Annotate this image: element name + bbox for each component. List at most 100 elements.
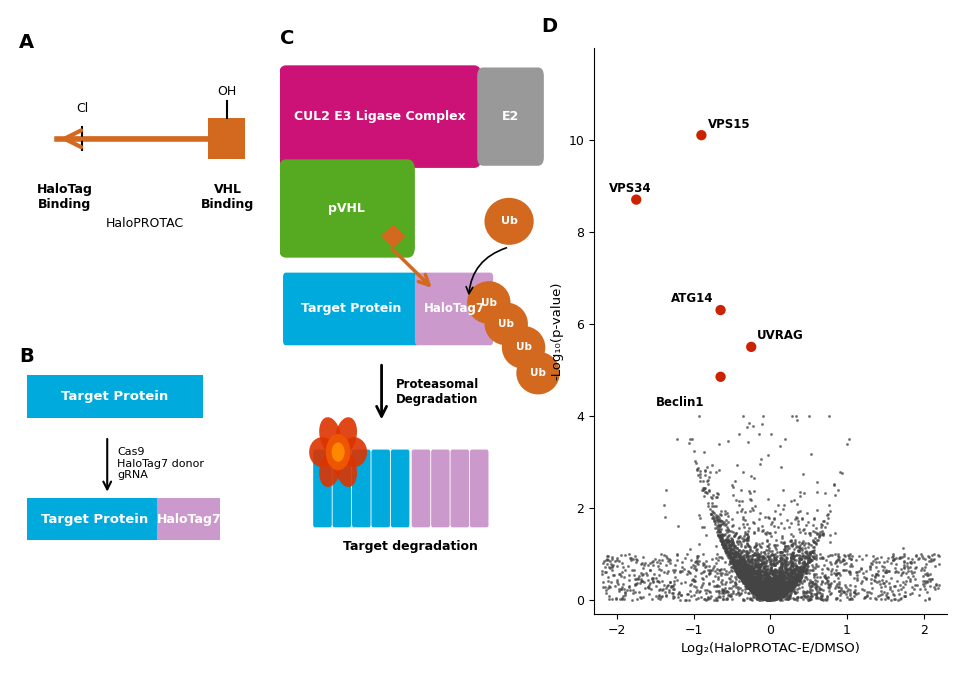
Point bbox=[753, 575, 768, 586]
Point bbox=[730, 549, 746, 560]
Point bbox=[754, 580, 770, 591]
Point bbox=[768, 592, 783, 603]
Point bbox=[757, 589, 773, 600]
Point bbox=[789, 578, 805, 589]
Point bbox=[785, 578, 801, 589]
Point bbox=[881, 578, 896, 589]
Point bbox=[782, 580, 798, 591]
Point bbox=[633, 593, 648, 604]
Point bbox=[746, 576, 761, 587]
Point bbox=[799, 567, 814, 578]
Point bbox=[755, 580, 771, 591]
Point bbox=[788, 578, 804, 589]
Point bbox=[774, 581, 789, 592]
Point bbox=[805, 526, 820, 537]
Point bbox=[759, 576, 775, 587]
Point bbox=[690, 550, 705, 561]
Point bbox=[829, 593, 844, 604]
Point bbox=[868, 568, 884, 579]
Point bbox=[760, 593, 776, 604]
Point bbox=[780, 576, 795, 587]
Point bbox=[761, 591, 777, 602]
Point bbox=[765, 566, 781, 577]
Point bbox=[749, 589, 764, 599]
Point bbox=[764, 519, 780, 530]
Point bbox=[733, 570, 749, 581]
Point bbox=[728, 563, 744, 574]
Point bbox=[766, 514, 781, 524]
Point bbox=[704, 512, 720, 523]
Point bbox=[865, 569, 880, 580]
Point bbox=[727, 540, 743, 551]
Point bbox=[763, 556, 779, 567]
Point bbox=[763, 574, 779, 584]
Point bbox=[611, 556, 627, 567]
Point bbox=[768, 576, 783, 587]
Point bbox=[749, 593, 764, 604]
Point bbox=[896, 562, 912, 573]
Point bbox=[788, 579, 804, 590]
Point bbox=[749, 582, 764, 593]
Point bbox=[792, 570, 808, 581]
Point bbox=[721, 517, 736, 528]
Point bbox=[717, 545, 732, 556]
Text: CUL2 E3 Ligase Complex: CUL2 E3 Ligase Complex bbox=[295, 110, 466, 123]
Point bbox=[745, 579, 760, 590]
Point bbox=[718, 534, 733, 545]
Point bbox=[763, 564, 779, 575]
Point bbox=[785, 557, 801, 568]
Point bbox=[760, 591, 776, 602]
Point bbox=[734, 533, 750, 544]
Point bbox=[724, 548, 739, 559]
Point bbox=[762, 574, 778, 585]
Point bbox=[772, 581, 787, 592]
Point bbox=[743, 584, 758, 595]
Point bbox=[782, 568, 798, 579]
Point bbox=[841, 565, 857, 576]
Point bbox=[751, 572, 766, 583]
Point bbox=[896, 549, 912, 560]
Point bbox=[791, 546, 807, 557]
Point bbox=[732, 549, 748, 560]
Point bbox=[739, 567, 754, 578]
Point bbox=[768, 584, 783, 595]
Point bbox=[755, 591, 771, 602]
Point bbox=[774, 582, 789, 593]
Point bbox=[778, 585, 793, 596]
Point bbox=[778, 580, 793, 591]
Point bbox=[786, 574, 802, 584]
Point bbox=[744, 572, 759, 583]
Point bbox=[761, 582, 777, 593]
Point bbox=[750, 582, 765, 593]
Point bbox=[821, 499, 837, 510]
Point bbox=[777, 537, 792, 548]
Point bbox=[763, 593, 779, 604]
Point bbox=[787, 578, 803, 589]
Point bbox=[761, 512, 777, 523]
Point bbox=[780, 569, 795, 580]
Point bbox=[736, 565, 752, 576]
Point bbox=[726, 556, 742, 567]
Point bbox=[781, 591, 797, 602]
Point bbox=[784, 550, 800, 561]
Point bbox=[788, 570, 804, 581]
Point bbox=[628, 578, 643, 589]
Point bbox=[704, 565, 720, 576]
Point bbox=[696, 483, 711, 494]
Point bbox=[743, 570, 758, 581]
Point bbox=[793, 572, 809, 583]
Point bbox=[716, 593, 731, 604]
Point bbox=[792, 543, 808, 554]
Point bbox=[751, 563, 766, 574]
Point bbox=[783, 565, 799, 576]
Point bbox=[756, 593, 772, 604]
Point bbox=[790, 572, 806, 583]
Point bbox=[803, 574, 818, 585]
Point bbox=[831, 550, 846, 561]
Point bbox=[818, 555, 834, 566]
Point bbox=[749, 577, 764, 588]
Point bbox=[755, 576, 771, 587]
Point bbox=[792, 567, 808, 578]
Point bbox=[729, 536, 745, 547]
Point bbox=[838, 589, 854, 599]
